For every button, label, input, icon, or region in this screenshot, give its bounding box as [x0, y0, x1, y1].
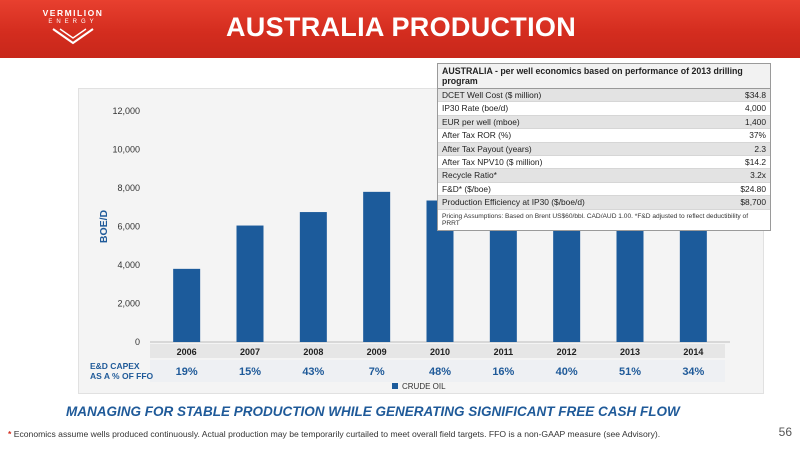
- bar-2007: [236, 225, 264, 342]
- capex-pct-label: 40%: [556, 366, 578, 378]
- category-label: 2012: [557, 347, 577, 357]
- bar-2012: [553, 219, 581, 342]
- category-label: 2007: [240, 347, 260, 357]
- economics-table: AUSTRALIA - per well economics based on …: [437, 63, 771, 231]
- economics-row-value: 4,000: [745, 103, 766, 114]
- economics-row-label: After Tax NPV10 ($ million): [442, 156, 543, 167]
- capex-label-line1: E&D CAPEX: [90, 361, 140, 371]
- category-label: 2010: [430, 347, 450, 357]
- economics-row: F&D* ($/boe) $24.80: [438, 183, 770, 197]
- legend-swatch: [392, 383, 398, 389]
- header-band: VERMILION ENERGY AUSTRALIA PRODUCTION: [0, 0, 800, 58]
- capex-pct-label: 15%: [239, 366, 261, 378]
- capex-pct-label: 19%: [176, 366, 198, 378]
- economics-row-value: $14.2: [745, 156, 766, 167]
- capex-label-line2: AS A % OF FFO: [90, 371, 154, 381]
- economics-row-value: 2.3: [754, 143, 766, 154]
- capex-pct-label: 51%: [619, 366, 641, 378]
- capex-row-label: E&D CAPEX AS A % OF FFO: [90, 361, 153, 381]
- category-label: 2014: [683, 347, 703, 357]
- economics-row: Production Efficiency at IP30 ($/boe/d) $…: [438, 196, 770, 210]
- y-tick-label: 10,000: [112, 145, 140, 155]
- page-title: AUSTRALIA PRODUCTION: [226, 12, 576, 42]
- category-label: 2006: [177, 347, 197, 357]
- category-label: 2011: [494, 347, 514, 357]
- economics-row: IP30 Rate (boe/d) 4,000: [438, 102, 770, 116]
- capex-pct-label: 48%: [429, 366, 451, 378]
- logo-name: VERMILION: [42, 8, 104, 18]
- category-strip: [150, 344, 725, 358]
- bar-2014: [679, 215, 707, 342]
- footnote: * Economics assume wells produced contin…: [8, 429, 660, 439]
- economics-row-value: 37%: [749, 130, 766, 141]
- economics-row-label: After Tax Payout (years): [442, 143, 532, 154]
- economics-row-label: EUR per well (mboe): [442, 116, 520, 127]
- bar-2013: [616, 217, 644, 342]
- y-tick-label: 0: [135, 337, 140, 347]
- company-logo: VERMILION ENERGY: [28, 6, 118, 50]
- economics-table-title: AUSTRALIA - per well economics based on …: [438, 64, 770, 89]
- economics-row-label: DCET Well Cost ($ million): [442, 90, 542, 100]
- tagline: MANAGING FOR STABLE PRODUCTION WHILE GEN…: [66, 404, 680, 419]
- category-label: 2009: [367, 347, 387, 357]
- economics-row: After Tax ROR (%) 37%: [438, 129, 770, 143]
- capex-pct-label: 7%: [369, 366, 385, 378]
- bar-2006: [173, 268, 201, 342]
- chevron-logo-icon: [52, 28, 94, 45]
- economics-row: After Tax Payout (years) 2.3: [438, 142, 770, 156]
- category-label: 2008: [303, 347, 323, 357]
- capex-pct-label: 43%: [302, 366, 324, 378]
- economics-row: EUR per well (mboe) 1,400: [438, 115, 770, 130]
- economics-row: DCET Well Cost ($ million) $34.8: [438, 89, 770, 103]
- capex-strip: [150, 360, 725, 382]
- y-tick-label: 12,000: [112, 106, 140, 116]
- economics-row-label: Recycle Ratio*: [442, 170, 497, 181]
- bar-2009: [363, 191, 391, 342]
- footnote-text: Economics assume wells produced continuo…: [13, 429, 661, 439]
- logo-subtitle: ENERGY: [48, 19, 98, 25]
- footnote-star: *: [8, 429, 12, 439]
- economics-row-value: $34.8: [745, 90, 766, 100]
- y-tick-label: 2,000: [117, 299, 140, 309]
- page-number: 56: [778, 425, 792, 439]
- capex-pct-label: 16%: [492, 366, 514, 378]
- capex-pct-label: 34%: [682, 366, 704, 378]
- economics-row-value: 1,400: [745, 116, 766, 127]
- economics-row-label: Production Efficiency at IP30 ($/boe/d): [442, 197, 585, 208]
- category-label: 2013: [620, 347, 640, 357]
- economics-row: Recycle Ratio* 3.2x: [438, 169, 770, 183]
- economics-row: After Tax NPV10 ($ million) $14.2: [438, 156, 770, 170]
- economics-row-value: $24.80: [740, 183, 766, 194]
- bar-2008: [299, 212, 327, 342]
- economics-rows: DCET Well Cost ($ million) $34.8 IP30 Rate…: [438, 89, 770, 210]
- y-axis-label: BOE/D: [98, 209, 110, 243]
- y-tick-label: 8,000: [117, 183, 140, 193]
- y-tick-label: 6,000: [117, 222, 140, 232]
- pricing-assumptions-note: Pricing Assumptions: Based on Brent US$6…: [442, 212, 749, 227]
- economics-row-value: 3.2x: [750, 170, 766, 181]
- economics-row-label: After Tax ROR (%): [442, 130, 512, 141]
- y-tick-label: 4,000: [117, 260, 140, 270]
- economics-row-label: IP30 Rate (boe/d): [442, 103, 509, 114]
- economics-row-value: $8,700: [740, 197, 766, 208]
- legend-label: CRUDE OIL: [402, 382, 446, 391]
- economics-row-label: F&D* ($/boe): [442, 183, 491, 194]
